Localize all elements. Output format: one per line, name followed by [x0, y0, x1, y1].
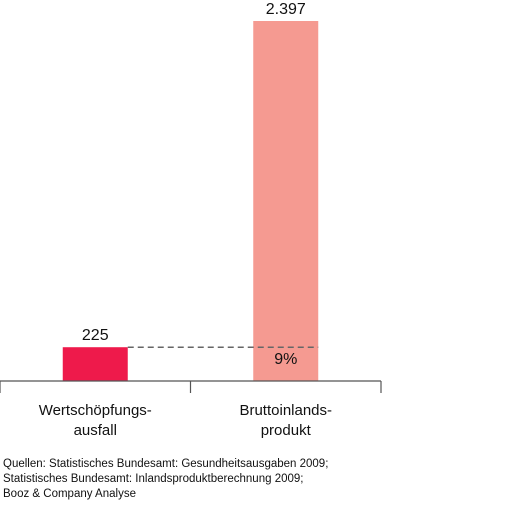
source-note: Booz & Company Analyse — [3, 488, 136, 500]
bar — [253, 21, 319, 381]
value-label: 2.397 — [266, 1, 306, 18]
x-tick-label: Bruttoinlands-produkt — [239, 402, 332, 439]
source-note: Quellen: Statistisches Bundesamt: Gesund… — [3, 458, 328, 470]
value-label: 225 — [82, 327, 109, 344]
source-note: Statistisches Bundesamt: Inlandsproduktb… — [3, 473, 303, 485]
x-tick-label: Wertschöpfungs-ausfall — [39, 402, 152, 439]
annotation: 9% — [274, 351, 297, 368]
bar — [62, 347, 128, 381]
